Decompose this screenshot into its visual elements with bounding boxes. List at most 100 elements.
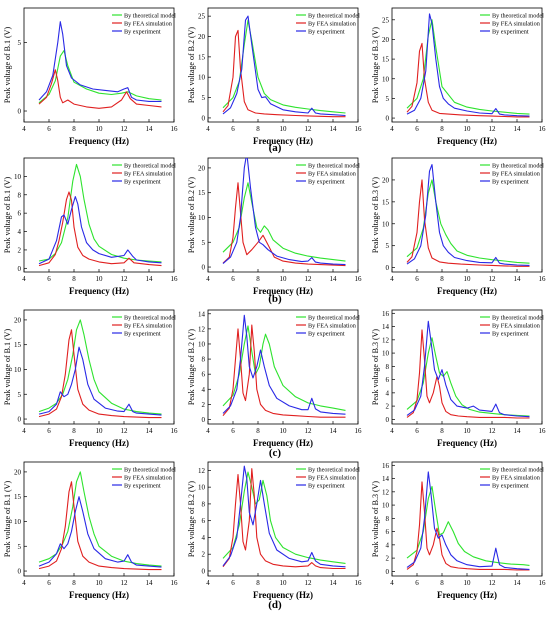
x-tick-label: 8 [256,427,260,435]
series-line-theoretical [222,471,346,564]
x-tick-label: 8 [440,427,444,435]
y-tick-label: 10 [198,214,206,222]
x-tick-label: 10 [280,125,288,133]
x-tick-label: 8 [72,275,76,283]
x-tick-label: 14 [514,427,522,435]
x-tick-label: 12 [305,275,313,283]
legend-entry-experiment: By experiment [124,482,161,489]
y-axis-label: Peak voltage of B.1 (V) [3,481,12,558]
legend-entry-theoretical: By theoretical model [492,314,544,321]
y-tick-label: 0 [202,114,206,122]
x-tick-label: 4 [390,275,394,283]
x-axis-label: Frequency (Hz) [437,286,497,296]
series-line-theoretical [38,50,162,104]
y-tick-label: 14 [382,323,390,331]
series-line-experiment [222,15,346,117]
series-line-fea [38,329,162,419]
legend-entry-fea: By FEA simulation [492,20,540,27]
x-tick-label: 10 [464,275,472,283]
y-tick-label: 15 [198,53,206,61]
x-tick-label: 12 [305,427,313,435]
x-tick-label: 6 [47,275,51,283]
y-tick-label: 20 [382,176,390,184]
y-tick-label: 2 [386,403,390,411]
x-tick-label: 6 [415,275,419,283]
series-line-fea [406,481,530,571]
x-tick-label: 10 [280,427,288,435]
x-tick-label: 14 [514,125,522,133]
y-tick-label: 14 [198,310,206,318]
y-tick-label: 0 [18,108,22,116]
y-axis-label: Peak voltage of B.3 (V) [371,27,380,104]
legend-entry-experiment: By experiment [308,330,345,337]
series-line-fea [222,29,346,118]
legend-entry-experiment: By experiment [492,28,529,35]
x-axis-label: Frequency (Hz) [437,438,497,448]
x-tick-label: 16 [539,125,547,133]
x-tick-label: 8 [72,427,76,435]
legend-entry-fea: By FEA simulation [124,170,172,177]
y-tick-label: 2 [18,246,22,254]
y-tick-label: 2 [202,551,206,559]
y-tick-label: 4 [386,389,390,397]
y-axis-label: Peak voltage of B.1 (V) [3,329,12,406]
x-tick-label: 8 [72,125,76,133]
x-tick-label: 16 [171,275,179,283]
y-tick-label: 15 [382,56,390,64]
x-tick-label: 10 [96,579,104,587]
x-tick-label: 16 [171,427,179,435]
x-tick-label: 8 [440,579,444,587]
y-tick-label: 16 [382,310,390,318]
y-tick-label: 8 [202,356,206,364]
legend-entry-fea: By FEA simulation [492,322,540,329]
y-tick-label: 6 [202,371,206,379]
series-line-fea [406,42,530,118]
x-tick-label: 4 [390,125,394,133]
series-line-theoretical [406,337,530,417]
legend-entry-experiment: By experiment [492,330,529,337]
y-tick-label: 8 [386,515,390,523]
x-tick-label: 14 [514,275,522,283]
y-tick-label: 10 [14,518,22,526]
x-axis-label: Frequency (Hz) [253,136,313,146]
y-tick-label: 5 [18,391,22,399]
legend-entry-theoretical: By theoretical model [492,466,544,473]
y-tick-label: 6 [18,210,22,218]
y-axis-label: Peak voltage of B.1 (V) [3,27,12,104]
x-tick-label: 16 [539,579,547,587]
y-tick-label: 10 [14,366,22,374]
series-line-theoretical [38,471,162,567]
y-tick-label: 14 [382,475,390,483]
x-tick-label: 4 [22,275,26,283]
x-tick-label: 8 [440,275,444,283]
y-tick-label: 0 [18,265,22,273]
x-tick-label: 4 [206,427,210,435]
y-axis-label: Peak voltage of B.3 (V) [371,329,380,406]
x-tick-label: 6 [231,579,235,587]
y-tick-label: 0 [202,416,206,424]
legend-entry-fea: By FEA simulation [308,170,356,177]
x-tick-label: 10 [280,275,288,283]
legend-entry-theoretical: By theoretical model [492,12,544,19]
chart-10: 4 6 8 10 12 14 16 0 2 4 6 8 10 12 Frequency (Hz) Peak v… [187,461,362,600]
x-tick-label: 16 [355,125,363,133]
x-tick-label: 4 [206,125,210,133]
y-tick-label: 5 [386,242,390,250]
y-tick-label: 8 [202,500,206,508]
series-line-theoretical [222,182,346,262]
x-tick-label: 4 [22,579,26,587]
y-tick-label: 0 [386,568,390,576]
series-line-fea [406,179,530,267]
y-tick-label: 5 [18,543,22,551]
y-tick-label: 0 [386,264,390,272]
y-tick-label: 10 [198,74,206,82]
row-label-d: (d) [268,599,282,611]
x-tick-label: 4 [22,125,26,133]
series-line-fea [38,69,162,109]
series-line-experiment [406,13,530,117]
series-line-experiment [38,196,162,265]
x-tick-label: 14 [330,275,338,283]
x-tick-label: 14 [146,579,154,587]
y-tick-label: 10 [382,220,390,228]
